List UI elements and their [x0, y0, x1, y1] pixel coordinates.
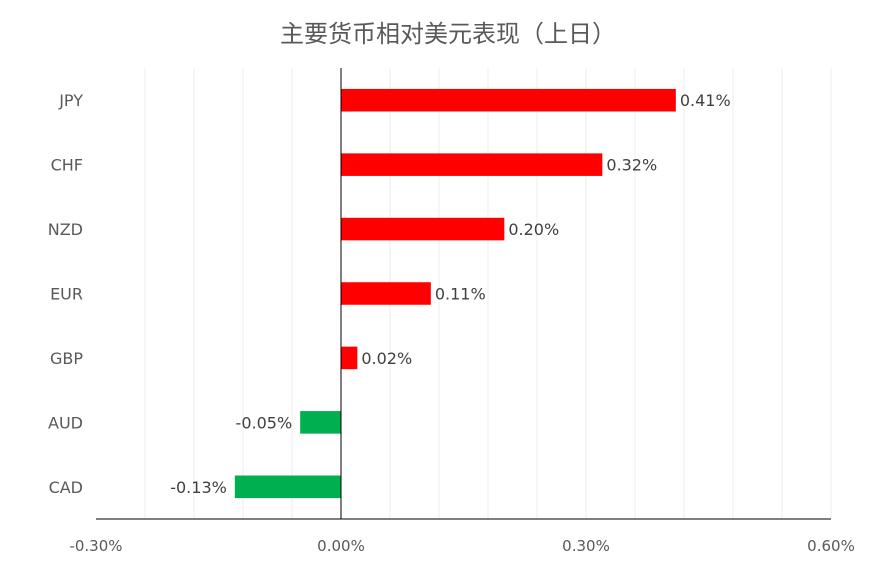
- category-labels: JPY CHF NZD EUR GBP AUD CAD: [48, 91, 84, 497]
- gridlines: [144, 68, 832, 519]
- bar-cad: [234, 475, 341, 499]
- category-label-eur: EUR: [50, 285, 83, 304]
- x-tick-label: 0.00%: [317, 537, 365, 555]
- x-tick-labels: -0.30% 0.00% 0.30% 0.60%: [69, 537, 854, 555]
- x-tick-label: 0.30%: [562, 537, 610, 555]
- chart-title: 主要货币相对美元表现（上日）: [280, 20, 616, 48]
- data-labels: 0.41% 0.32% 0.20% 0.11% 0.02% -0.05% -0.13%: [170, 91, 730, 497]
- category-label-aud: AUD: [48, 413, 83, 432]
- axes: [96, 68, 831, 520]
- category-label-jpy: JPY: [58, 91, 83, 110]
- bars: [234, 88, 676, 499]
- bar-chf: [341, 153, 603, 176]
- bar-aud: [300, 411, 341, 434]
- data-label-gbp: 0.02%: [361, 349, 412, 368]
- data-label-aud: -0.05%: [236, 413, 293, 432]
- x-tick-label: -0.30%: [69, 537, 122, 555]
- x-tick-label: 0.60%: [807, 537, 855, 555]
- category-label-gbp: GBP: [50, 349, 83, 368]
- bar-eur: [341, 282, 431, 305]
- category-label-chf: CHF: [51, 156, 83, 175]
- data-label-eur: 0.11%: [435, 285, 486, 304]
- data-label-nzd: 0.20%: [508, 220, 559, 239]
- data-label-chf: 0.32%: [606, 156, 657, 175]
- bar-jpy: [341, 88, 676, 112]
- data-label-jpy: 0.41%: [680, 91, 731, 110]
- category-label-nzd: NZD: [48, 220, 83, 239]
- bar-nzd: [341, 217, 505, 241]
- category-label-cad: CAD: [49, 478, 83, 497]
- bar-gbp: [341, 346, 358, 370]
- data-label-cad: -0.13%: [170, 478, 227, 497]
